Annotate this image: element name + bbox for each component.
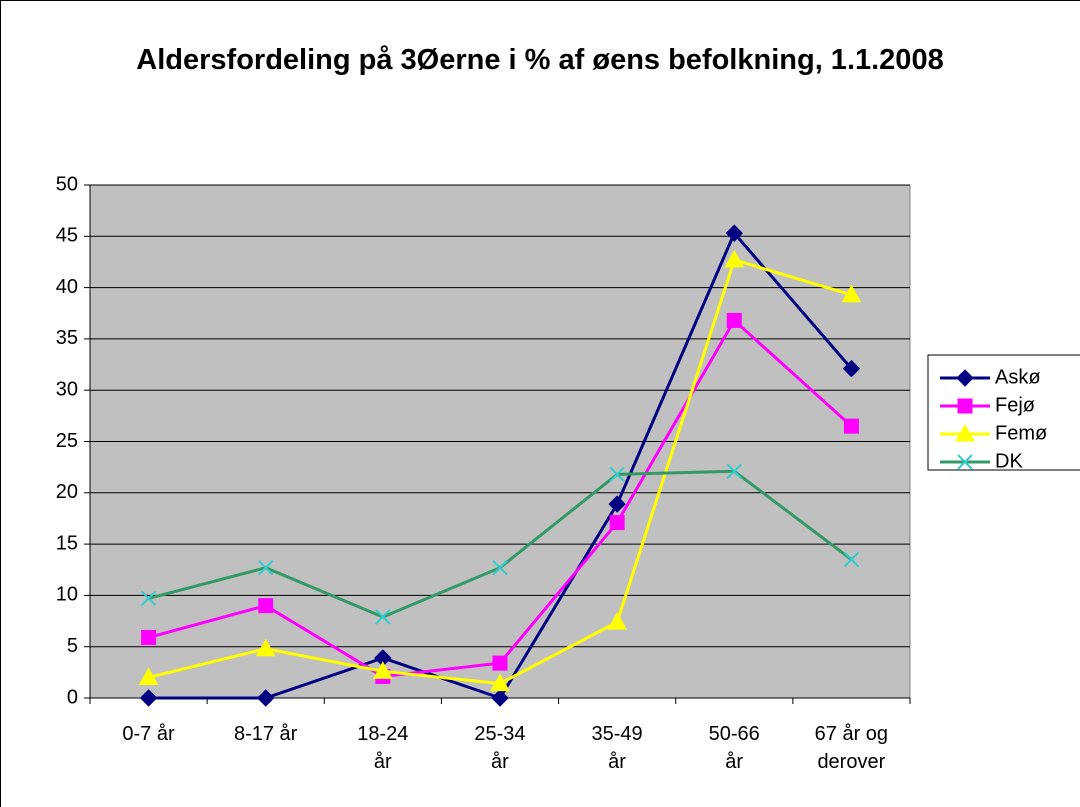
marker	[492, 559, 508, 576]
legend-box	[927, 354, 1080, 471]
y-tick-label: 20	[56, 481, 78, 503]
marker	[490, 673, 510, 692]
marker	[258, 598, 274, 614]
marker	[843, 551, 860, 568]
x-tick-label: 18-24 år	[357, 723, 409, 773]
marker	[257, 689, 275, 707]
y-tick-label: 10	[56, 584, 78, 606]
x-tick-label: 35-49 år	[591, 723, 643, 773]
marker	[608, 495, 626, 513]
y-tick-label: 25	[56, 430, 78, 452]
y-tick-label: 35	[56, 327, 78, 349]
y-tick-label: 0	[67, 686, 78, 708]
marker	[609, 515, 625, 531]
marker	[258, 559, 274, 576]
marker	[843, 418, 859, 434]
legend-marker	[955, 423, 975, 442]
chart-title: Aldersfordeling på 3Øerne i % af øens be…	[136, 44, 944, 76]
marker	[607, 612, 627, 630]
marker	[138, 667, 159, 685]
marker	[373, 661, 393, 679]
legend-marker	[957, 398, 973, 414]
y-tick-label: 5	[67, 635, 78, 657]
marker	[841, 284, 862, 303]
marker	[140, 590, 157, 607]
legend-label: Femø	[995, 422, 1047, 444]
marker	[491, 689, 509, 707]
marker	[726, 463, 742, 479]
y-tick-label: 15	[56, 532, 78, 554]
x-tick-label: 8-17 år	[233, 723, 298, 745]
y-tick-label: 30	[56, 378, 78, 400]
marker	[726, 312, 742, 328]
marker	[724, 249, 745, 268]
marker	[492, 655, 508, 671]
y-tick-label: 45	[56, 225, 78, 247]
y-tick-label: 40	[56, 276, 78, 298]
marker	[141, 629, 157, 645]
x-tick-label: 67 år og derover	[814, 723, 889, 773]
marker	[609, 466, 625, 483]
legend-marker	[956, 369, 974, 387]
marker	[375, 609, 391, 625]
x-tick-label: 50-66 år	[708, 723, 760, 773]
legend-marker	[957, 454, 973, 470]
marker	[255, 638, 276, 657]
marker	[725, 224, 743, 242]
legend-label: Askø	[995, 366, 1041, 388]
marker	[842, 359, 861, 378]
legend-label: DK	[995, 450, 1023, 472]
marker	[139, 689, 158, 707]
y-tick-label: 50	[56, 173, 78, 195]
legend-label: Fejø	[995, 394, 1035, 416]
x-tick-label: 25-34 år	[474, 723, 526, 773]
x-tick-label: 0-7 år	[122, 723, 175, 745]
